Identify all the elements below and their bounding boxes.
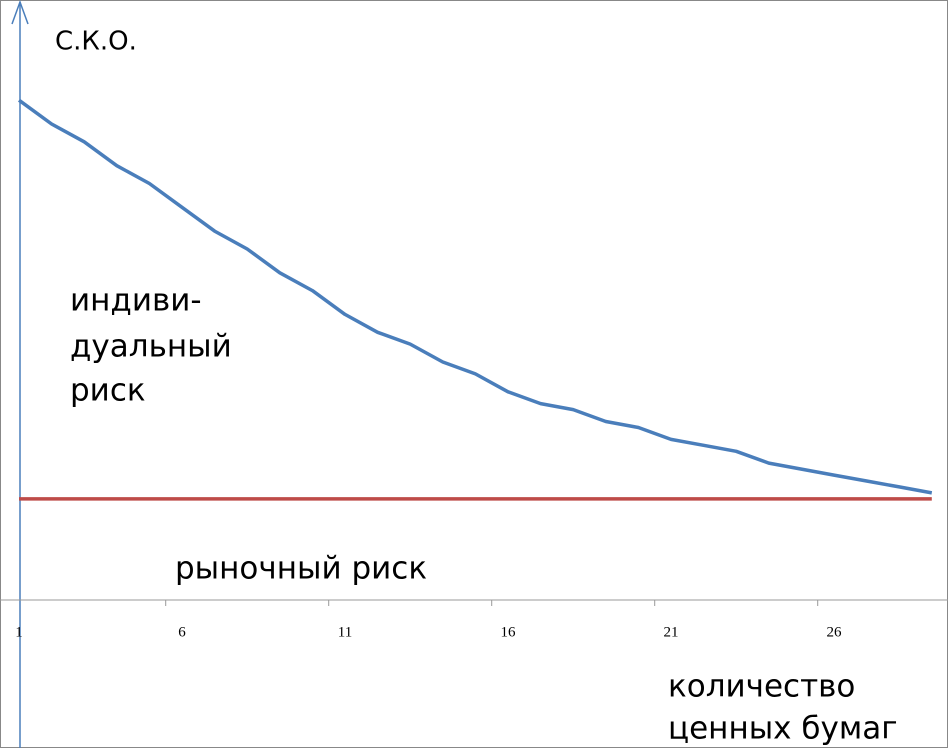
y-axis-label: С.К.О. xyxy=(55,27,137,57)
x-tick-label: 6 xyxy=(178,624,186,640)
x-axis-label: ценных бумаг xyxy=(668,711,898,747)
x-tick-label: 1 xyxy=(15,624,23,640)
series-line xyxy=(17,98,933,495)
x-tick-label: 16 xyxy=(501,624,517,640)
x-tick-label: 21 xyxy=(664,624,679,640)
x-tick-label: 11 xyxy=(338,624,352,640)
x-axis-label: количество xyxy=(668,669,855,705)
annotation: рыночный риск xyxy=(175,551,427,587)
annotation: дуальный xyxy=(70,329,232,365)
annotation: риск xyxy=(70,373,146,409)
x-tick-label: 26 xyxy=(827,624,843,640)
y-axis-arrow xyxy=(11,0,29,25)
annotation: индиви- xyxy=(70,283,202,319)
